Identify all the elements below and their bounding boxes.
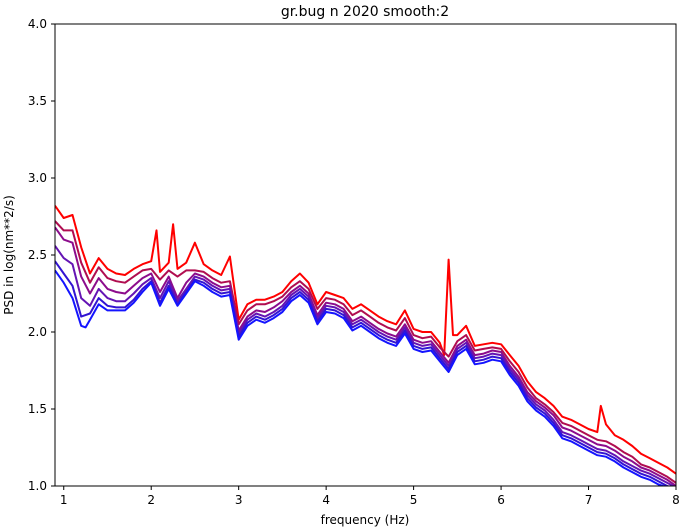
y-tick-label: 2.0 — [28, 325, 47, 339]
y-tick-label: 1.0 — [28, 479, 47, 493]
chart-title: gr.bug n 2020 smooth:2 — [281, 4, 449, 20]
y-tick-label: 4.0 — [28, 17, 47, 31]
y-axis: 1.0 1.5 2.0 2.5 3.0 3.5 4.0 — [28, 17, 55, 493]
y-tick-label: 3.5 — [28, 94, 47, 108]
x-axis: 1 2 3 4 5 6 7 8 — [60, 486, 680, 507]
series-layer — [55, 205, 676, 486]
y-tick-label: 3.0 — [28, 171, 47, 185]
x-tick-label: 2 — [147, 493, 155, 507]
psd-series-line-1 — [55, 205, 676, 475]
y-tick-label: 2.5 — [28, 248, 47, 262]
x-axis-label: frequency (Hz) — [321, 513, 410, 527]
x-tick-label: 6 — [497, 493, 505, 507]
x-tick-label: 3 — [235, 493, 243, 507]
x-tick-label: 1 — [60, 493, 68, 507]
y-axis-label: PSD in log(nm**2/s) — [2, 195, 16, 315]
x-tick-label: 8 — [672, 493, 680, 507]
psd-series-line-6 — [55, 269, 666, 486]
y-tick-label: 1.5 — [28, 402, 47, 416]
x-tick-label: 7 — [585, 493, 593, 507]
x-tick-label: 4 — [322, 493, 330, 507]
psd-series-line-3 — [55, 226, 676, 486]
psd-series-line-4 — [55, 245, 676, 486]
psd-series-line-5 — [55, 260, 671, 486]
psd-series-line-2 — [55, 220, 676, 484]
x-tick-label: 5 — [410, 493, 418, 507]
